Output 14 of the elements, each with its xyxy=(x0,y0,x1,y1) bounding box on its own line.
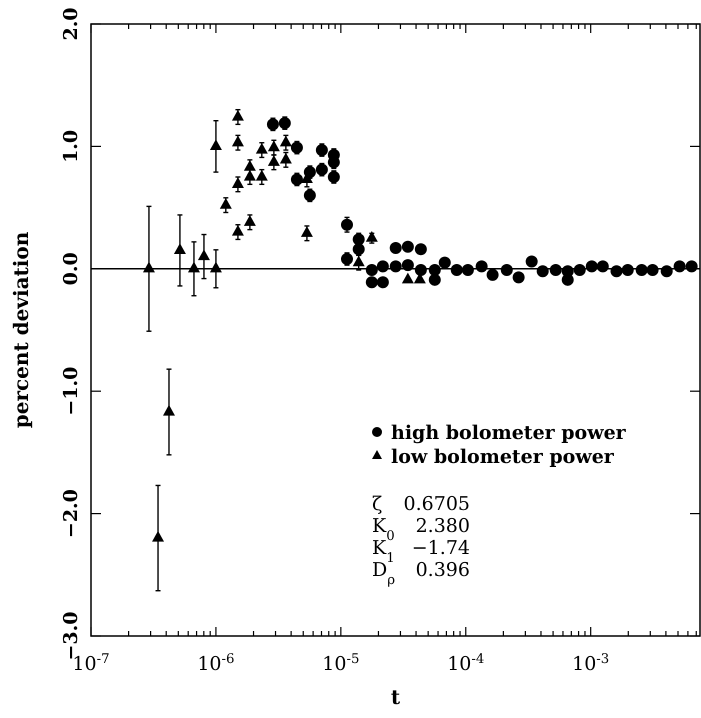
y-axis-title: percent deviation xyxy=(9,231,33,428)
legend-label: low bolometer power xyxy=(391,446,615,468)
x-tick-label: 10$^{-5}$ xyxy=(322,652,360,675)
x-tick-label: 10$^{-3}$ xyxy=(572,652,610,675)
x-tick-label: 10$^{-6}$ xyxy=(197,652,234,675)
legend-label: high bolometer power xyxy=(391,422,627,444)
y-tick-label: 2.0 xyxy=(60,7,82,41)
annotation: ζ 0.6705 xyxy=(372,493,470,515)
x-tick-label: 10$^{-4}$ xyxy=(447,652,484,675)
y-tick-label: 0.0 xyxy=(60,252,82,286)
y-tick-label: 1.0 xyxy=(60,130,82,163)
x-axis-title: t xyxy=(390,685,401,709)
y-tick-label: −1.0 xyxy=(60,366,82,416)
y-tick-label: −2.0 xyxy=(60,489,82,538)
